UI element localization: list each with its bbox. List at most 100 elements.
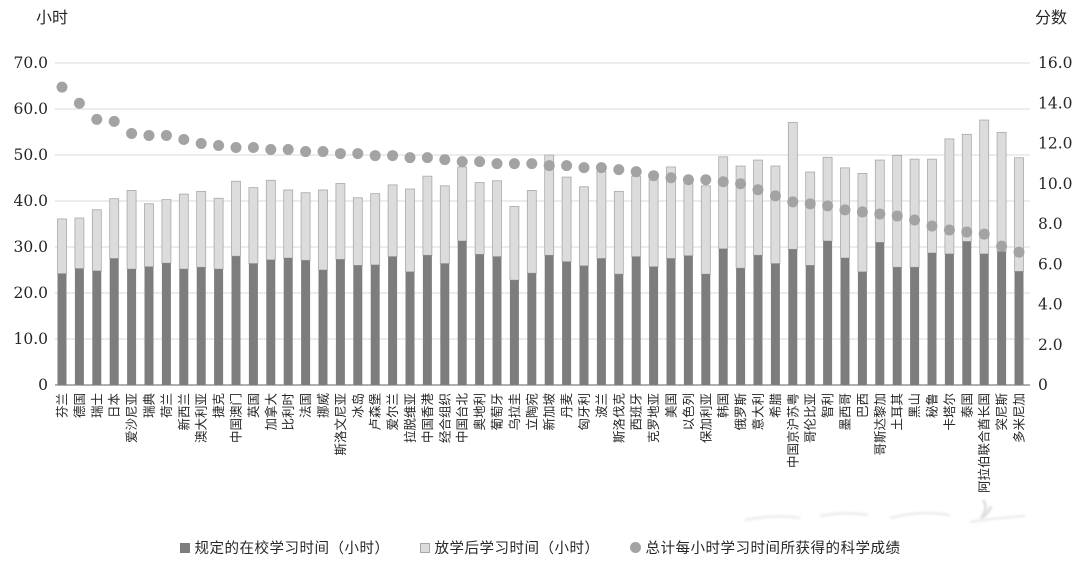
bar-school-time: [649, 266, 659, 385]
bar-school-time: [214, 269, 224, 385]
x-axis-label: 拉脱维亚: [403, 393, 418, 443]
legend-label-school-time: 规定的在校学习时间（小时）: [194, 541, 390, 557]
x-axis-label: 比利时: [281, 393, 296, 431]
bar-afterschool-time: [213, 197, 224, 270]
legend-label-score-per-hour: 总计每小时学习时间所获得的科学成绩: [645, 541, 901, 557]
x-axis-label: 立陶宛: [524, 393, 539, 431]
x-axis-label: 以色列: [681, 393, 696, 431]
x-axis-label: 澳大利亚: [194, 393, 209, 443]
bar-afterschool-time: [161, 199, 172, 264]
x-axis-label: 日本: [107, 393, 122, 419]
x-axis-label: 土耳其: [890, 393, 905, 431]
score-dot: [874, 208, 886, 220]
bar-school-time: [405, 271, 415, 385]
bar-afterschool-time: [265, 179, 276, 261]
bar-school-time: [370, 264, 380, 385]
left-axis-title: 小时: [36, 8, 68, 27]
bar-school-time: [770, 263, 780, 385]
x-axis-label: 瑞典: [142, 393, 157, 418]
bar-school-time: [196, 267, 206, 385]
bar-afterschool-time: [561, 176, 572, 263]
bar-afterschool-time: [126, 190, 137, 270]
bar-school-time: [144, 266, 154, 385]
bar-school-time: [997, 251, 1007, 385]
legend-label-afterschool-time: 放学后学习时间（小时）: [434, 541, 600, 557]
x-axis-label: 中国台北: [455, 393, 470, 444]
x-axis-labels: 芬兰 德国 瑞士 日本 爱沙尼亚 瑞典 荷兰 新西兰 澳大利亚 捷克 中国澳门 英国 加拿大 比利时 法国挪…: [55, 393, 1027, 494]
bar-afterschool-time: [370, 193, 381, 266]
score-dot: [700, 174, 712, 186]
bar-afterschool-time: [874, 159, 885, 243]
bar-afterschool-time: [352, 197, 363, 266]
legend-item-score-per-hour: 总计每小时学习时间所获得的科学成绩: [629, 537, 901, 558]
x-axis-label: 英国: [246, 393, 261, 418]
score-dot: [491, 158, 503, 170]
y-axis-tick-left: 10.0: [13, 330, 48, 348]
bar-school-time: [335, 259, 345, 385]
bar-afterschool-time: [579, 186, 589, 267]
score-dot: [561, 160, 573, 172]
x-axis-label: 加拿大: [263, 393, 278, 431]
score-dot: [369, 150, 381, 162]
bar-afterschool-time: [457, 166, 468, 242]
score-dot: [595, 162, 607, 174]
bar-school-time: [57, 273, 67, 385]
score-dot: [300, 146, 312, 158]
score-dot: [839, 204, 851, 216]
bar-afterschool-time: [822, 156, 833, 242]
bar-school-time: [683, 255, 693, 385]
score-dot: [126, 127, 138, 139]
bar-school-time: [875, 242, 885, 385]
bar-afterschool-time: [613, 190, 624, 275]
bar-school-time: [109, 258, 119, 385]
x-axis-label: 意大利: [751, 393, 766, 431]
score-dot: [752, 184, 764, 196]
x-axis-label: 新加坡: [542, 393, 557, 431]
legend: 规定的在校学习时间（小时） 放学后学习时间（小时） 总计每小时学习时间所获得的科…: [0, 537, 1080, 558]
bar-school-time: [475, 254, 485, 385]
y-axis-tick-left: 30.0: [13, 238, 48, 256]
bar-afterschool-time: [718, 156, 729, 250]
score-dot: [404, 152, 416, 164]
bar-afterschool-time: [909, 158, 920, 268]
bars: [57, 119, 1024, 385]
legend-marker-dark-square: [179, 542, 190, 553]
bar-school-time: [544, 255, 554, 385]
bar-afterschool-time: [231, 180, 241, 257]
bar-school-time: [509, 280, 519, 385]
bar-school-time: [562, 261, 572, 385]
score-dot: [543, 160, 555, 172]
bar-afterschool-time: [178, 193, 189, 270]
bar-school-time: [805, 265, 815, 385]
score-dot: [213, 140, 225, 152]
bar-school-time: [527, 273, 537, 385]
bar-school-time: [701, 274, 711, 385]
bar-school-time: [266, 259, 276, 385]
bar-afterschool-time: [387, 184, 398, 258]
bar-school-time: [736, 268, 746, 385]
x-axis-label: 墨西哥: [838, 393, 853, 431]
bar-afterschool-time: [700, 185, 711, 275]
bar-school-time: [492, 256, 502, 385]
bar-afterschool-time: [509, 206, 520, 281]
x-axis-label: 突尼斯: [994, 393, 1009, 431]
bar-afterschool-time: [300, 192, 311, 261]
x-axis-label: 葡萄牙: [490, 393, 505, 431]
score-dot: [421, 152, 433, 164]
bar-school-time: [614, 274, 624, 385]
x-axis-label: 冰岛: [350, 393, 365, 418]
bar-afterschool-time: [91, 209, 102, 272]
bar-afterschool-time: [439, 185, 450, 264]
score-dot: [978, 228, 990, 240]
score-dot: [317, 146, 329, 158]
score-dot: [474, 156, 486, 168]
x-axis-label: 捷克: [211, 393, 226, 418]
bar-school-time: [944, 253, 954, 385]
score-dot: [265, 144, 277, 156]
bar-school-time: [161, 263, 171, 385]
score-dot: [787, 196, 799, 208]
bar-school-time: [179, 269, 189, 385]
score-dot: [891, 210, 903, 222]
score-dot: [996, 240, 1008, 252]
